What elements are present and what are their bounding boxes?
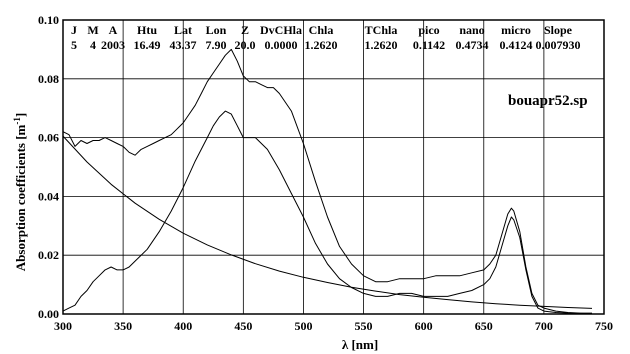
y-tick-label: 0.00 xyxy=(38,307,59,321)
exponential-fit-line xyxy=(62,135,593,309)
header-name: Z xyxy=(241,23,249,37)
header-value: 0.0000 xyxy=(265,38,298,52)
x-tick-label: 500 xyxy=(294,319,312,333)
header-name: micro xyxy=(501,23,531,37)
header-name: nano xyxy=(459,23,484,37)
header-name: Chla xyxy=(309,23,334,37)
header-name: Htu xyxy=(137,23,157,37)
header-value: 0.1142 xyxy=(413,38,445,52)
header-table: J M A Htu Lat Lon Z DvCHla Chla TChla pico nano micr… xyxy=(71,23,581,52)
header-name: Lon xyxy=(206,23,227,37)
x-tick-label: 450 xyxy=(234,319,252,333)
x-tick-labels: 300 350 400 450 500 550 600 650 700 750 xyxy=(54,319,613,333)
y-tick-labels: 0.00 0.02 0.04 0.06 0.08 0.10 xyxy=(38,13,59,321)
y-tick-label: 0.06 xyxy=(38,131,59,145)
header-value: 7.90 xyxy=(206,38,227,52)
header-name: A xyxy=(109,23,118,37)
header-name: Slope xyxy=(544,23,573,37)
header-name: TChla xyxy=(365,23,398,37)
x-tick-label: 550 xyxy=(355,319,373,333)
x-axis-title: λ [nm] xyxy=(342,337,378,352)
y-tick-label: 0.04 xyxy=(38,189,59,203)
header-value: 2003 xyxy=(101,38,125,52)
x-tick-label: 300 xyxy=(54,319,72,333)
x-tick-label: 700 xyxy=(535,319,553,333)
x-tick-label: 600 xyxy=(415,319,433,333)
phytoplankton-absorption-line xyxy=(62,110,593,315)
total-absorption-line xyxy=(62,48,592,314)
header-name: J xyxy=(71,23,77,37)
header-value: 16.49 xyxy=(134,38,161,52)
header-value: 0.007930 xyxy=(536,38,581,52)
y-tick-label: 0.02 xyxy=(38,248,59,262)
header-value: 4 xyxy=(90,38,96,52)
file-name: bouapr52.sp xyxy=(508,93,588,109)
header-name: DvCHla xyxy=(260,23,302,37)
header-name: Lat xyxy=(174,23,192,37)
series-group xyxy=(62,48,593,315)
header-value: 43.37 xyxy=(170,38,197,52)
x-tick-label: 350 xyxy=(114,319,132,333)
plot-frame xyxy=(62,19,605,315)
y-axis-title: Absorption coefficients [m-1] xyxy=(12,113,28,271)
header-name: pico xyxy=(418,23,439,37)
header-name: M xyxy=(87,23,98,37)
header-value: 20.0 xyxy=(235,38,256,52)
header-value: 1.2620 xyxy=(305,38,338,52)
header-value: 0.4734 xyxy=(456,38,489,52)
header-value: 0.4124 xyxy=(500,38,533,52)
x-tick-label: 750 xyxy=(595,319,613,333)
x-tick-label: 400 xyxy=(174,319,192,333)
header-value: 1.2620 xyxy=(365,38,398,52)
grid xyxy=(62,19,605,315)
header-value: 5 xyxy=(71,38,77,52)
y-tick-label: 0.08 xyxy=(38,72,59,86)
x-tick-label: 650 xyxy=(475,319,493,333)
y-tick-label: 0.10 xyxy=(38,13,59,27)
